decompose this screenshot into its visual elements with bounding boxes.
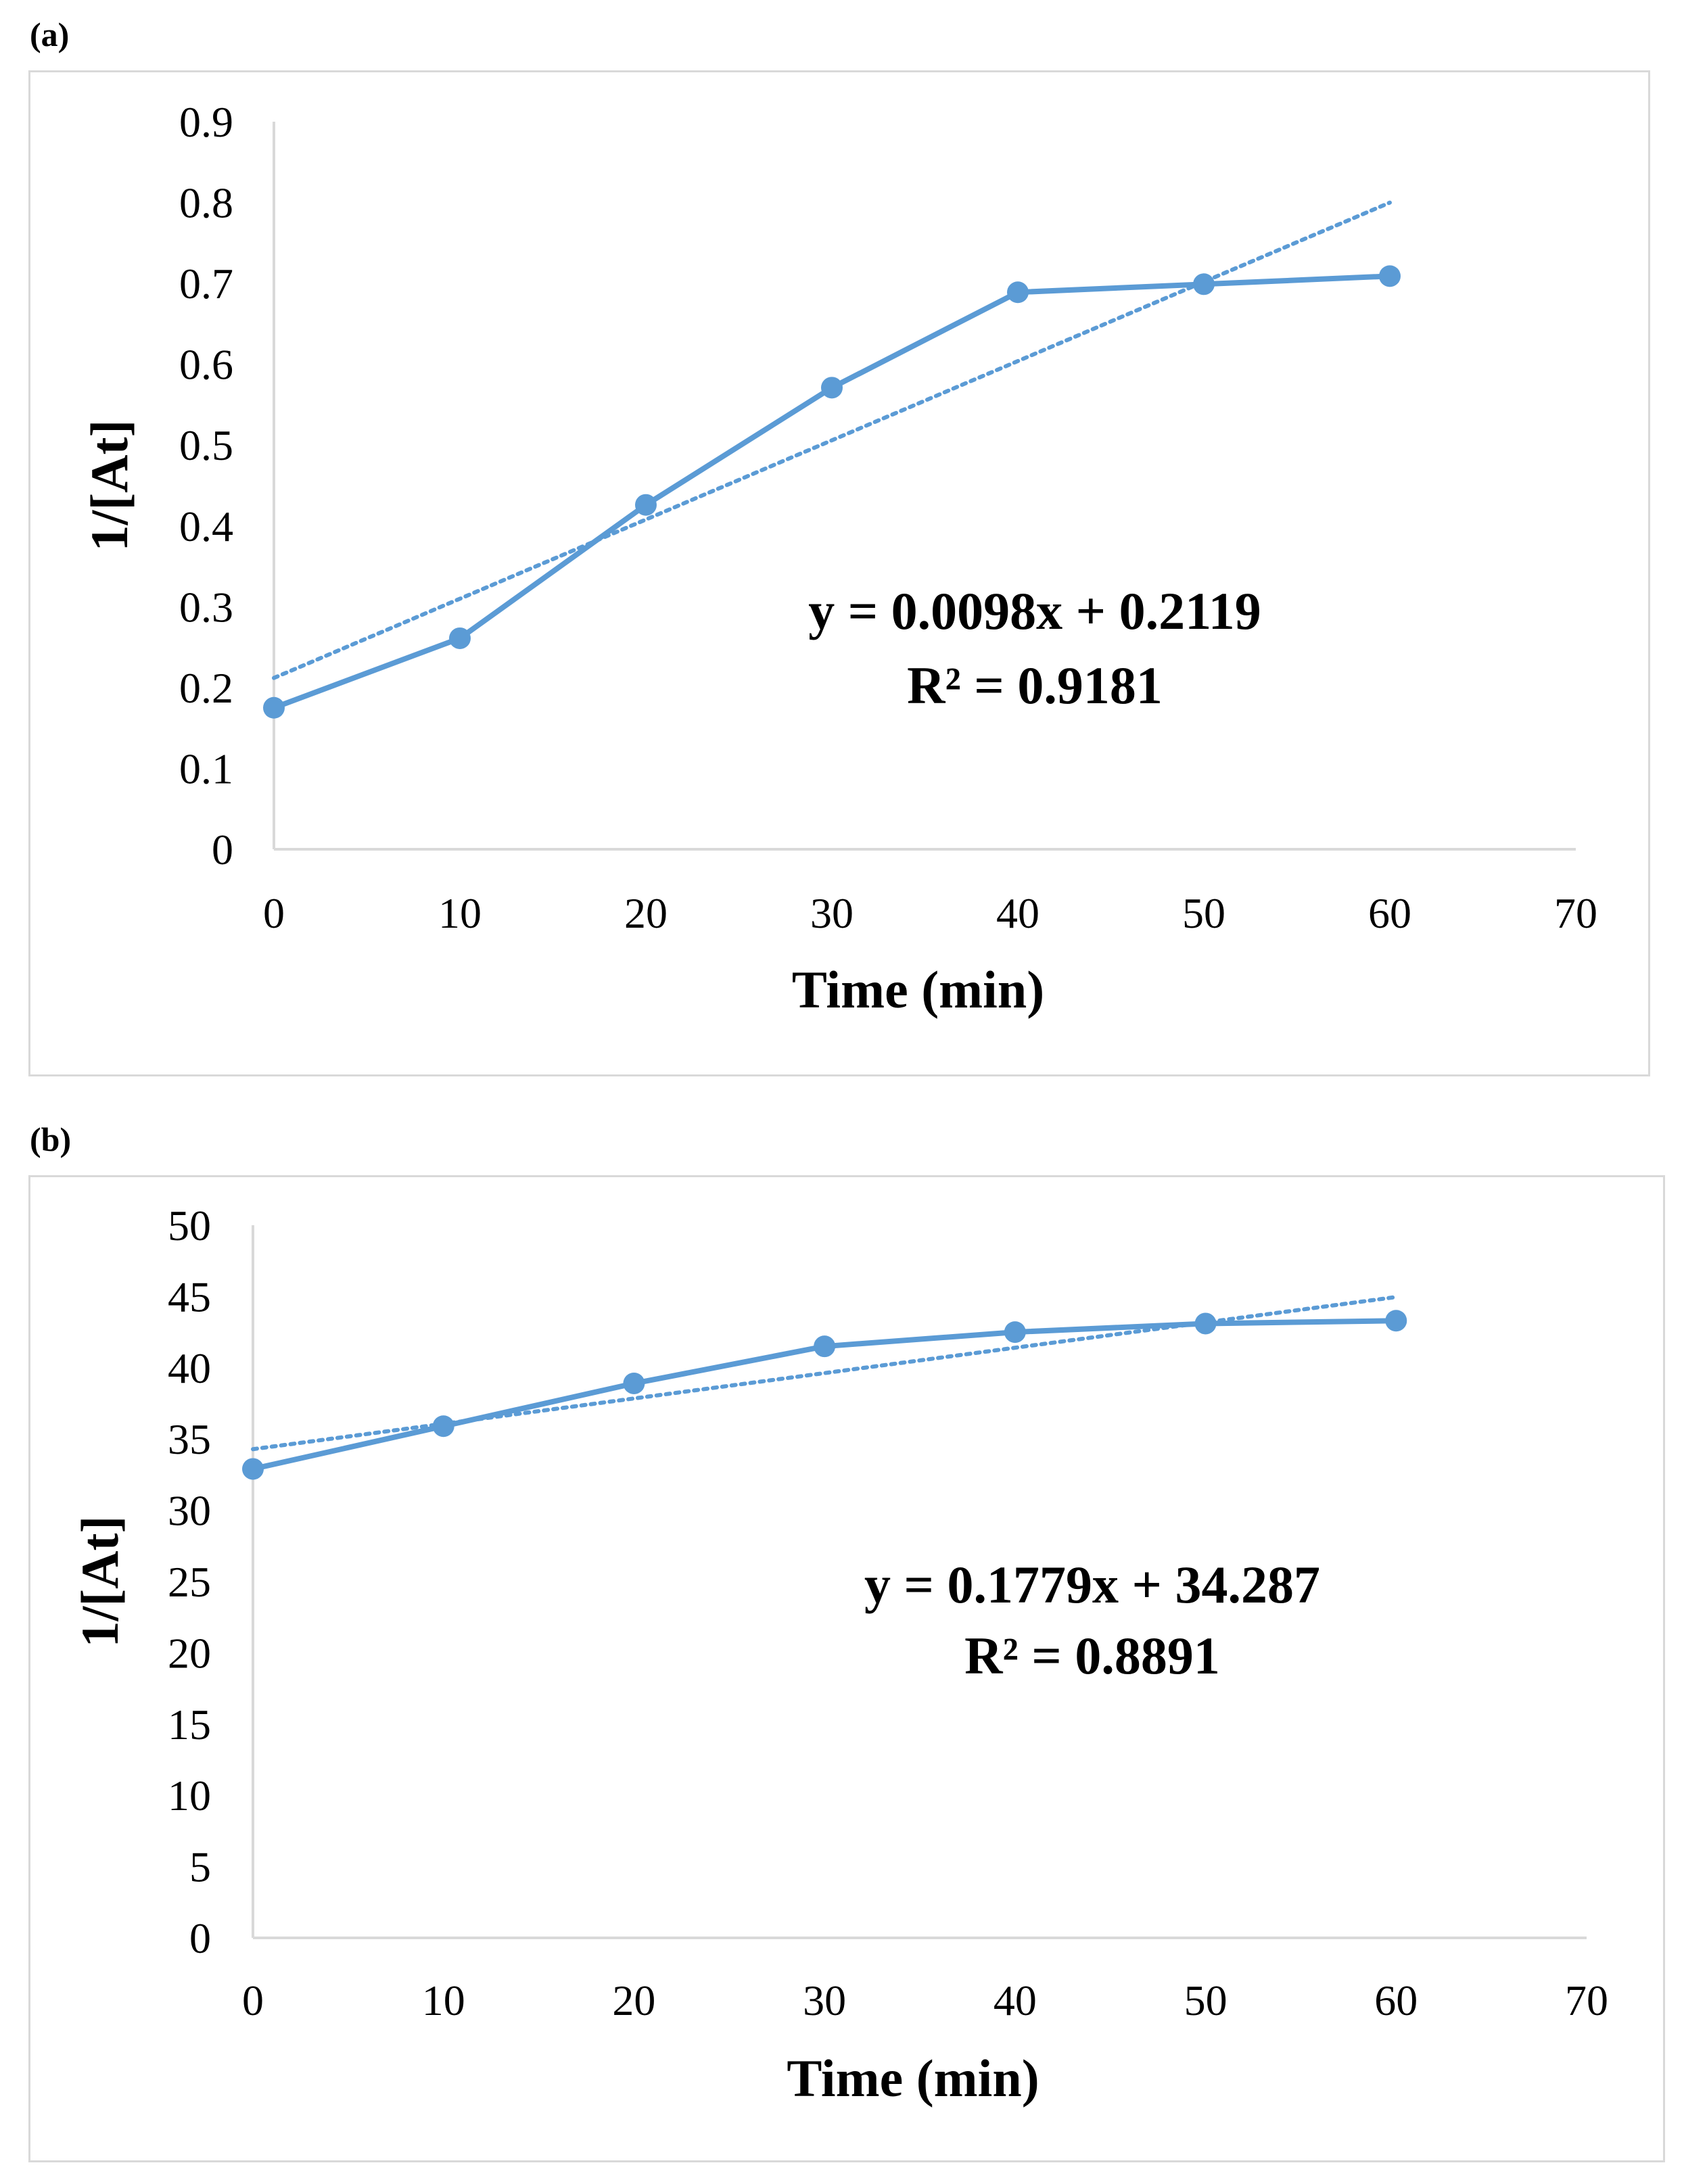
trendline <box>272 200 1392 680</box>
data-point <box>635 494 657 516</box>
chart-b: 0 10 20 30 40 50 60 70 0 5 10 15 20 25 30 35 40 45 50 Time … <box>70 1202 1608 2108</box>
y-tick-label: 0.7 <box>179 260 233 308</box>
y-tick-label: 15 <box>168 1701 211 1749</box>
x-tick-label: 70 <box>1565 1976 1608 2024</box>
x-tick-label: 10 <box>422 1976 465 2024</box>
data-point <box>1193 273 1215 295</box>
data-point <box>814 1335 836 1358</box>
data-point <box>1385 1310 1407 1332</box>
y-tick-label: 0.1 <box>179 744 233 792</box>
y-tick-label: 30 <box>168 1487 211 1535</box>
y-tick-label: 50 <box>168 1202 211 1250</box>
data-point <box>1379 265 1401 287</box>
r-squared-label: R² = 0.8891 <box>964 1626 1220 1685</box>
data-point <box>1007 281 1029 304</box>
y-tick-label: 0.2 <box>179 664 233 712</box>
chart-b-frame <box>28 1175 1665 2162</box>
x-tick-label: 70 <box>1554 889 1597 937</box>
y-tick-label: 10 <box>168 1772 211 1820</box>
x-tick-label: 0 <box>263 889 285 937</box>
x-tick-label: 60 <box>1374 1976 1418 2024</box>
y-tick-label: 0.8 <box>179 179 233 227</box>
y-tick-label: 0 <box>189 1914 211 1962</box>
data-point <box>449 627 471 649</box>
y-tick-label: 35 <box>168 1415 211 1463</box>
chart-a: 0 10 20 30 40 50 60 70 0 0.1 0.2 0.3 0.4 0.5 0.6 0.7 0.8… <box>80 98 1597 1019</box>
x-tick-label: 40 <box>996 889 1039 937</box>
y-tick-label: 0.6 <box>179 341 233 389</box>
y-tick-label: 0.3 <box>179 583 233 631</box>
x-tick-label: 10 <box>438 889 482 937</box>
data-point <box>1194 1312 1217 1335</box>
trendline <box>251 1295 1399 1452</box>
y-tick-label: 0.4 <box>179 502 233 550</box>
series-line <box>273 273 1390 711</box>
chart-a-frame <box>28 70 1650 1076</box>
panel-label-b: (b) <box>30 1120 72 1158</box>
x-tick-label: 50 <box>1184 1976 1227 2024</box>
trendline-equation: y = 0.1779x + 34.287 <box>864 1555 1320 1614</box>
data-point <box>263 696 285 719</box>
y-tick-label: 45 <box>168 1273 211 1321</box>
x-tick-label: 0 <box>242 1976 264 2024</box>
x-tick-label: 60 <box>1368 889 1411 937</box>
y-tick-label: 0 <box>212 826 233 874</box>
data-point <box>242 1458 264 1480</box>
data-point <box>432 1415 454 1438</box>
r-squared-label: R² = 0.9181 <box>907 656 1163 715</box>
y-tick-label: 20 <box>168 1629 211 1677</box>
x-axis-title: Time (min) <box>787 2049 1039 2108</box>
x-tick-label: 30 <box>803 1976 846 2024</box>
y-tick-label: 0.9 <box>179 98 233 146</box>
data-point <box>821 377 843 399</box>
x-tick-label: 20 <box>624 889 668 937</box>
data-point <box>623 1372 645 1394</box>
x-tick-label: 20 <box>612 1976 655 2024</box>
x-tick-label: 40 <box>993 1976 1037 2024</box>
y-axis-title: 1/[At] <box>80 420 139 552</box>
y-tick-label: 0.5 <box>179 421 233 469</box>
panel-label-a: (a) <box>30 16 70 53</box>
y-tick-label: 5 <box>189 1843 211 1891</box>
x-axis-title: Time (min) <box>792 960 1044 1019</box>
y-tick-label: 25 <box>168 1558 211 1606</box>
data-point <box>1004 1321 1026 1344</box>
x-tick-label: 30 <box>810 889 853 937</box>
trendline-equation: y = 0.0098x + 0.2119 <box>808 581 1261 640</box>
x-tick-label: 50 <box>1182 889 1225 937</box>
y-axis-title: 1/[At] <box>70 1516 129 1648</box>
y-tick-label: 40 <box>168 1344 211 1392</box>
